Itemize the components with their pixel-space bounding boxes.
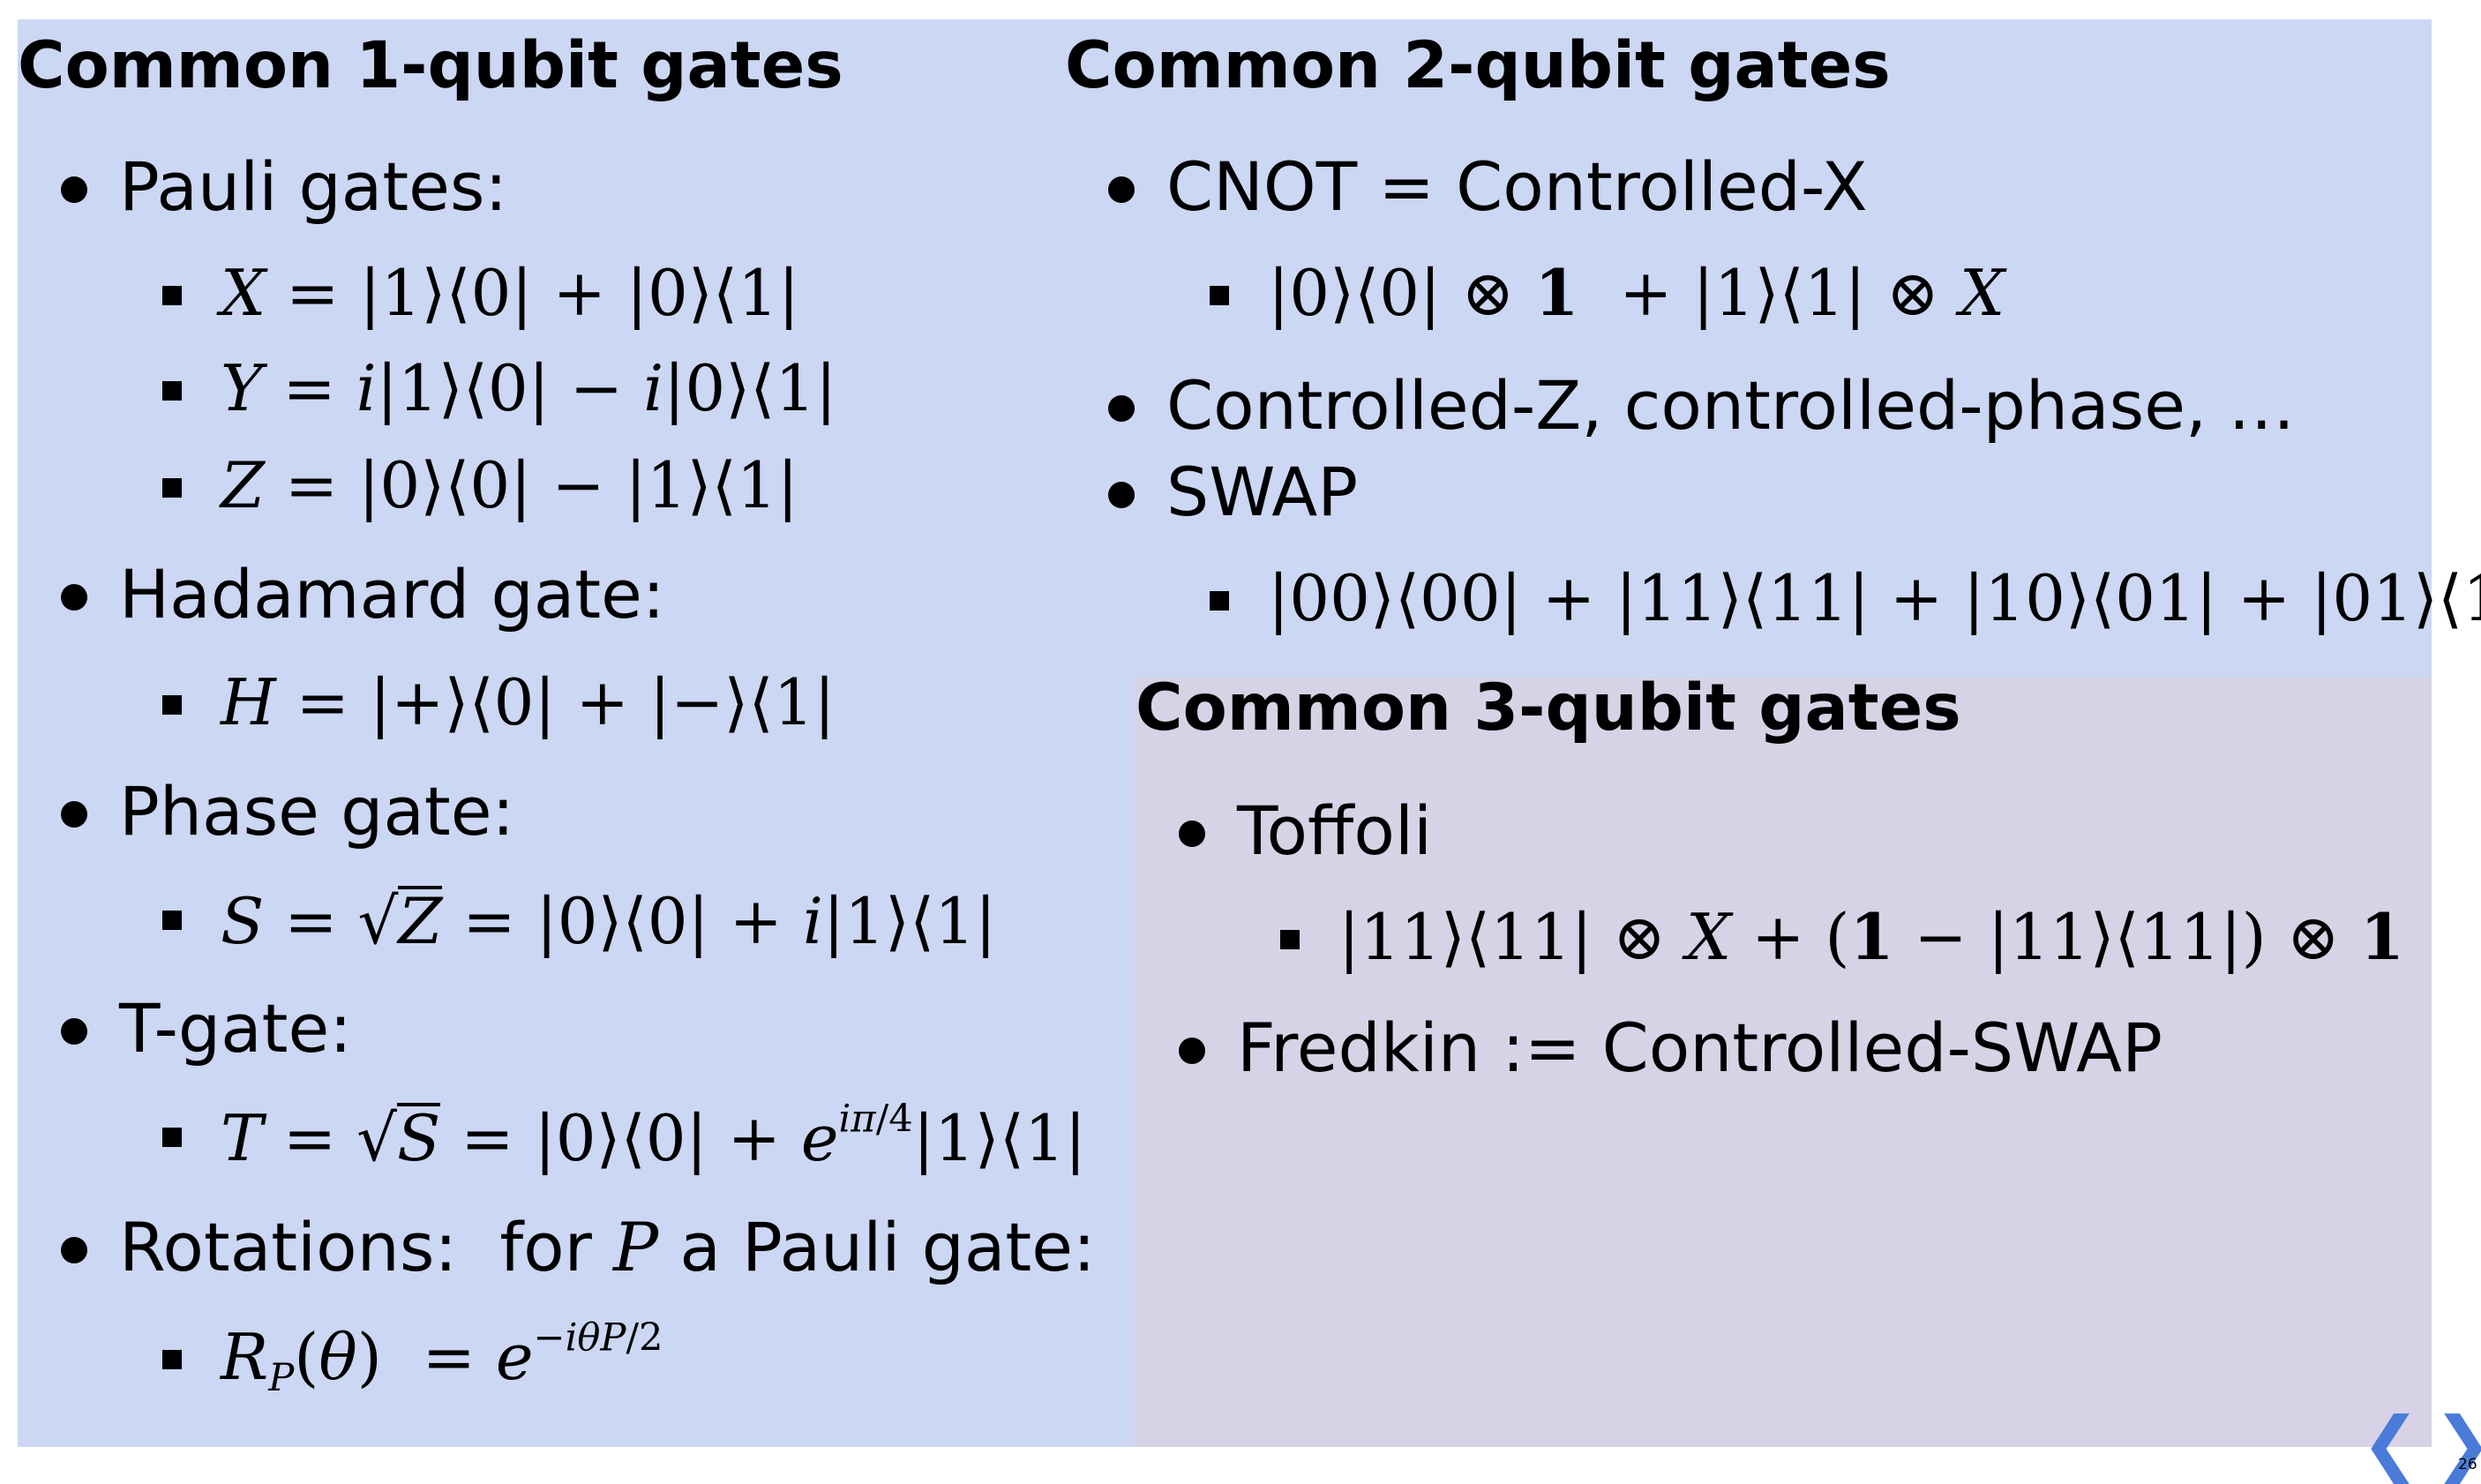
bullet-square xyxy=(162,478,182,498)
formula-toffoli: |11⟩⟨11| ⊗ X + (1 − |11⟩⟨11|) ⊗ 1 xyxy=(1280,905,2404,969)
bullet-swap: SWAP xyxy=(1108,459,1358,526)
rotations-variable: P xyxy=(613,1208,659,1286)
formula-y: Y = i|1⟩⟨0| − i|0⟩⟨1| xyxy=(162,356,836,420)
formula-cnot: |0⟩⟨0| ⊗ 1 + |1⟩⟨1| ⊗ X xyxy=(1210,261,2005,325)
chevron-left-icon[interactable]: ❮ xyxy=(2361,1402,2421,1484)
heading-1-qubit: Common 1-qubit gates xyxy=(18,28,843,103)
bullet-rotations: Rotations: for P a Pauli gate: xyxy=(61,1214,1096,1281)
swap-label: SWAP xyxy=(1166,453,1359,531)
controlled-z-label: Controlled-Z, controlled-phase, … xyxy=(1166,366,2296,445)
formula-rotation: RP(θ) = e−iθP/2 xyxy=(162,1319,663,1398)
panel-three-qubit xyxy=(1134,678,2432,1447)
bullet-square xyxy=(1280,930,1300,949)
formula-x: X = |1⟩⟨0| + |0⟩⟨1| xyxy=(162,261,799,325)
rotations-label-post: a Pauli gate: xyxy=(658,1208,1096,1286)
bullet-controlled-z: Controlled-Z, controlled-phase, … xyxy=(1108,372,2295,439)
formula-t: T = √S = |0⟩⟨0| + eiπ/4|1⟩⟨1| xyxy=(162,1100,1086,1170)
bullet-dot xyxy=(61,1237,87,1263)
chevron-right-icon[interactable]: ❯ xyxy=(2433,1408,2481,1479)
formula-s: S = √Z = |0⟩⟨0| + i|1⟩⟨1| xyxy=(162,886,996,953)
formula-h: H = |+⟩⟨0| + |−⟩⟨1| xyxy=(162,671,836,734)
pauli-label: Pauli gates: xyxy=(119,147,508,226)
bullet-dot xyxy=(61,176,87,203)
bullet-dot xyxy=(1179,821,1205,847)
bullet-square xyxy=(162,695,182,715)
formula-z: Z = |0⟩⟨0| − |1⟩⟨1| xyxy=(162,453,798,517)
phase-label: Phase gate: xyxy=(119,772,515,851)
cnot-label: CNOT = Controlled-X xyxy=(1166,147,1868,226)
bullet-phase: Phase gate: xyxy=(61,778,514,845)
bullet-square xyxy=(162,1128,182,1147)
formula-swap: |00⟩⟨00| + |11⟩⟨11| + |10⟩⟨01| + |01⟩⟨10… xyxy=(1210,566,2481,630)
hadamard-label: Hadamard gate: xyxy=(119,555,665,633)
bullet-tgate: T-gate: xyxy=(61,995,352,1062)
heading-2-qubit: Common 2-qubit gates xyxy=(1065,28,1891,103)
bullet-square xyxy=(162,381,182,401)
bullet-dot xyxy=(61,801,87,828)
bullet-dot xyxy=(1108,176,1135,203)
bullet-dot xyxy=(61,584,87,611)
fredkin-label: Fredkin := Controlled-SWAP xyxy=(1237,1008,2162,1087)
heading-3-qubit: Common 3-qubit gates xyxy=(1136,671,1961,746)
bullet-cnot: CNOT = Controlled-X xyxy=(1108,154,1868,221)
rotations-label-pre: Rotations: for xyxy=(119,1208,614,1286)
page-number: 26 xyxy=(2458,1456,2477,1473)
bullet-dot xyxy=(1108,482,1135,508)
bullet-square xyxy=(162,911,182,930)
bullet-pauli: Pauli gates: xyxy=(61,154,507,221)
bullet-square xyxy=(1210,286,1229,305)
bullet-dot xyxy=(1179,1038,1205,1064)
toffoli-label: Toffoli xyxy=(1237,791,1433,870)
bullet-fredkin: Fredkin := Controlled-SWAP xyxy=(1179,1015,2162,1082)
bullet-toffoli: Toffoli xyxy=(1179,798,1432,865)
bullet-square xyxy=(1210,591,1229,611)
bullet-hadamard: Hadamard gate: xyxy=(61,561,664,628)
bullet-square xyxy=(162,1350,182,1369)
bullet-dot xyxy=(1108,395,1135,422)
tgate-label: T-gate: xyxy=(119,989,352,1068)
bullet-square xyxy=(162,286,182,305)
bullet-dot xyxy=(61,1018,87,1045)
